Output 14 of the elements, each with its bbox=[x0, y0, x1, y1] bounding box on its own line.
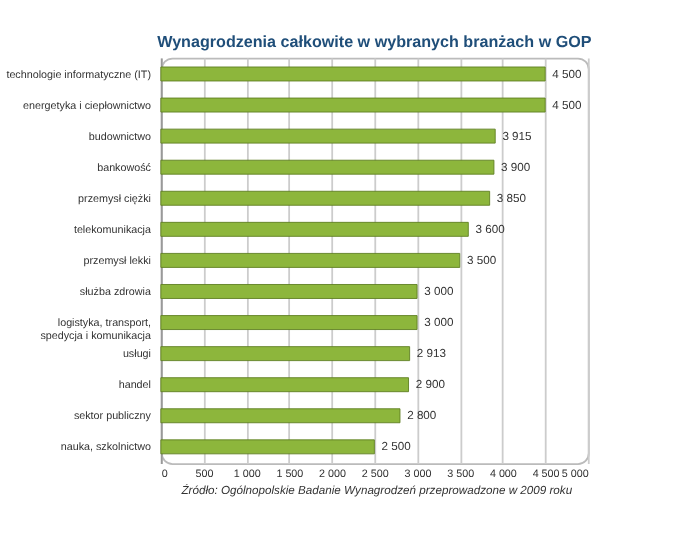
bar bbox=[160, 190, 491, 206]
bar bbox=[160, 377, 409, 393]
bar bbox=[160, 159, 495, 175]
bar bbox=[160, 439, 375, 455]
chart-title: Wynagrodzenia całkowite w wybranych branżach w GOP bbox=[157, 32, 593, 51]
bar bbox=[160, 315, 418, 330]
bar bbox=[160, 408, 401, 424]
bar bbox=[160, 128, 496, 144]
bar bbox=[160, 252, 461, 268]
bar bbox=[160, 346, 411, 362]
bar bbox=[160, 221, 469, 237]
bar bbox=[160, 284, 418, 299]
bar bbox=[160, 66, 546, 82]
bar bbox=[160, 97, 546, 113]
